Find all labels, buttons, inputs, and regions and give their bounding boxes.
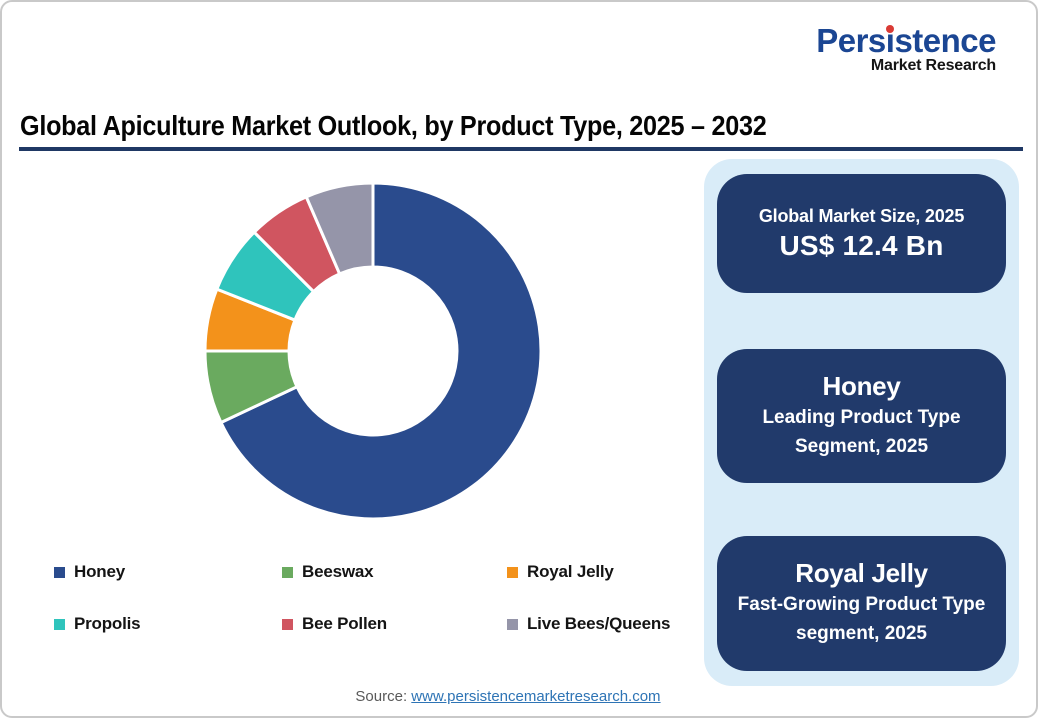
legend-item-propolis: Propolis bbox=[54, 614, 141, 634]
title-underline bbox=[19, 147, 1023, 151]
legend-swatch-honey bbox=[54, 566, 65, 578]
legend-swatch-royal-jelly bbox=[507, 566, 518, 578]
brand-prefix: Pers bbox=[816, 22, 886, 59]
legend-item-honey: Honey bbox=[54, 562, 125, 582]
brand-suffix: stence bbox=[894, 22, 996, 59]
stat-card-heading: Honey bbox=[822, 370, 901, 401]
brand-dotted-i: i bbox=[885, 22, 895, 59]
legend-label: Honey bbox=[74, 562, 125, 581]
stat-card-heading: Royal Jelly bbox=[795, 558, 928, 589]
legend-swatch-propolis bbox=[54, 618, 65, 630]
legend-label: Royal Jelly bbox=[527, 562, 614, 581]
source-link[interactable]: www.persistencemarketresearch.com bbox=[411, 688, 661, 705]
stat-card-value: Leading Product Type Segment, 2025 bbox=[762, 406, 961, 457]
legend-item-beeswax: Beeswax bbox=[282, 562, 374, 582]
stat-card-market-size: Global Market Size, 2025 US$ 12.4 Bn bbox=[717, 174, 1006, 293]
highlights-panel: Global Market Size, 2025 US$ 12.4 Bn Hon… bbox=[704, 159, 1019, 686]
legend-swatch-bee-pollen bbox=[282, 618, 293, 630]
page-title: Global Apiculture Market Outlook, by Pro… bbox=[20, 110, 767, 141]
legend-swatch-live-bees-queens bbox=[507, 618, 518, 630]
donut-chart-svg bbox=[203, 181, 543, 521]
brand-logo: Pers istence Market Research bbox=[816, 24, 996, 74]
legend-label: Bee Pollen bbox=[302, 614, 387, 633]
stat-card-value: US$ 12.4 Bn bbox=[779, 229, 944, 261]
stat-card-fast-growing-segment: Royal Jelly Fast-Growing Product Type se… bbox=[717, 536, 1006, 671]
donut-slice-live-bees-queens bbox=[304, 181, 375, 276]
source-line: Source: www.persistencemarketresearch.co… bbox=[2, 688, 1014, 705]
donut-chart bbox=[202, 180, 544, 522]
legend-item-royal-jelly: Royal Jelly bbox=[507, 562, 614, 582]
legend-label: Beeswax bbox=[302, 562, 374, 581]
donut-slice-honey bbox=[219, 181, 543, 521]
stat-card-heading: Global Market Size, 2025 bbox=[758, 205, 965, 226]
brand-subtitle: Market Research bbox=[870, 57, 996, 74]
brand-wordmark: Pers istence bbox=[816, 24, 996, 57]
brand-red-dot bbox=[886, 25, 895, 33]
legend-item-live-bees-queens: Live Bees/Queens bbox=[507, 614, 670, 634]
legend-label: Live Bees/Queens bbox=[527, 614, 671, 633]
legend-label: Propolis bbox=[74, 614, 141, 633]
legend-item-bee-pollen: Bee Pollen bbox=[282, 614, 387, 634]
source-label: Source: bbox=[355, 688, 412, 705]
legend-swatch-beeswax bbox=[282, 566, 293, 578]
stat-card-leading-segment: Honey Leading Product Type Segment, 2025 bbox=[717, 349, 1006, 483]
stat-card-value: Fast-Growing Product Type segment, 2025 bbox=[737, 594, 986, 644]
